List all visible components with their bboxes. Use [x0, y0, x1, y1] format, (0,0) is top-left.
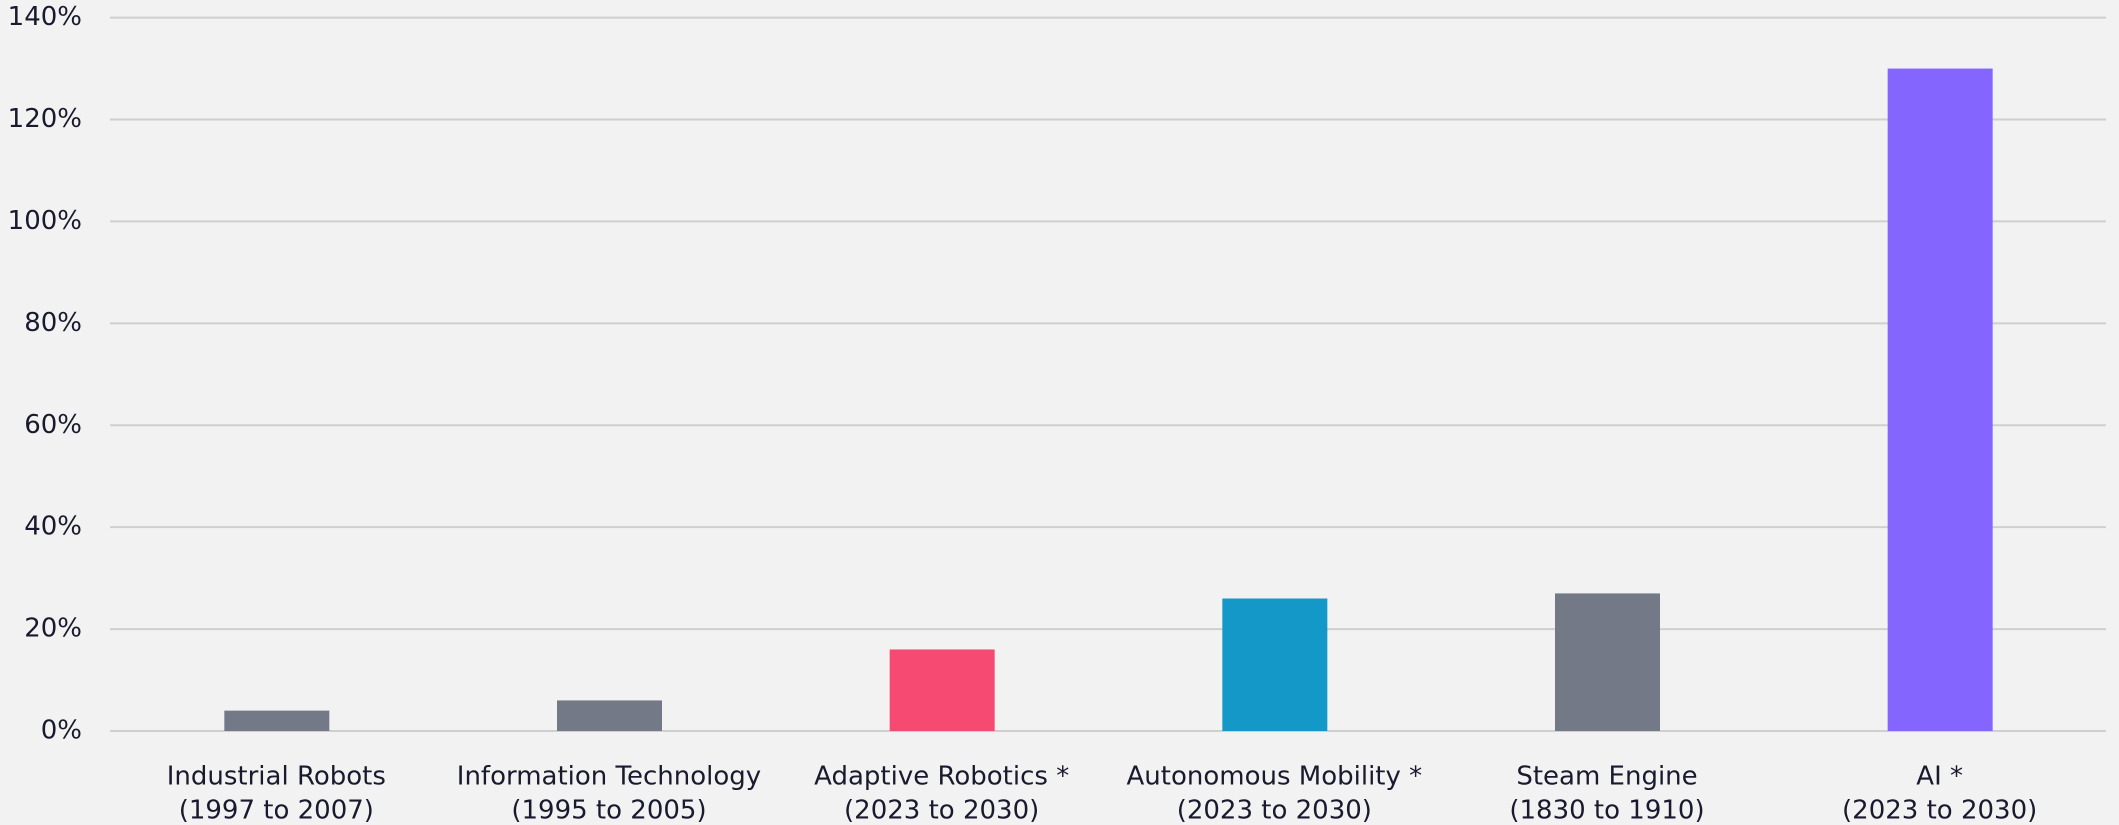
bar — [557, 700, 662, 731]
bar — [889, 649, 995, 731]
x-tick-label: Adaptive Robotics * — [814, 762, 1069, 792]
y-tick-label: 80% — [24, 308, 82, 338]
y-tick-label: 40% — [24, 512, 82, 542]
x-tick-label: (1830 to 1910) — [1509, 796, 1704, 825]
x-tick-label: Industrial Robots — [167, 762, 386, 792]
bar — [1887, 68, 1993, 732]
x-tick-label: (2023 to 2030) — [1842, 796, 2037, 825]
x-tick-label: Autonomous Mobility * — [1127, 762, 1423, 792]
x-tick-label: Steam Engine — [1516, 762, 1697, 792]
x-tick-label: AI * — [1916, 762, 1963, 792]
bar — [224, 710, 330, 731]
x-tick-label: (1995 to 2005) — [511, 796, 706, 825]
y-tick-label: 120% — [8, 104, 82, 134]
y-tick-label: 100% — [8, 206, 82, 236]
x-tick-label: (1997 to 2007) — [179, 796, 374, 825]
bar — [1222, 598, 1328, 731]
x-tick-label: (2023 to 2030) — [1177, 796, 1372, 825]
x-tick-label: (2023 to 2030) — [844, 796, 1039, 825]
bar — [1555, 593, 1660, 731]
x-tick-label: Information Technology — [457, 762, 761, 792]
y-tick-label: 0% — [41, 716, 82, 746]
y-tick-label: 60% — [24, 410, 82, 440]
y-tick-label: 140% — [8, 2, 82, 32]
y-tick-label: 20% — [24, 614, 82, 644]
